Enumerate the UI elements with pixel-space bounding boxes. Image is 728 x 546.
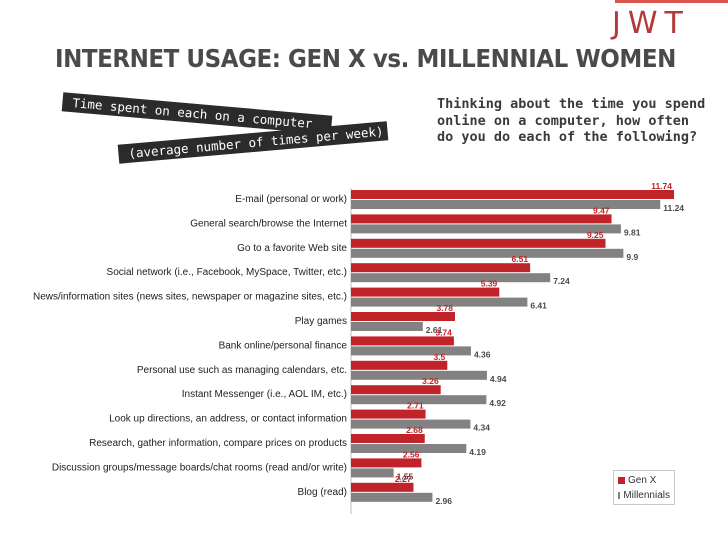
survey-question: Thinking about the time you spend online… [437,96,706,145]
data-label-genx-10: 2.68 [406,425,423,435]
data-label-genx-2: 9.25 [587,230,604,240]
data-label-millennials-7: 4.94 [490,374,507,384]
brand-accent-bar [615,0,728,3]
logo-text: JWT [612,5,690,41]
data-label-millennials-2: 9.9 [626,252,638,262]
data-label-millennials-4: 6.41 [530,301,547,311]
legend-swatch-genx [618,477,625,484]
category-label-10: Research, gather information, compare pr… [89,438,347,449]
data-label-millennials-3: 7.24 [553,276,570,286]
data-label-genx-8: 3.26 [422,376,439,386]
category-label-12: Blog (read) [298,487,347,498]
data-label-genx-3: 6.51 [512,254,529,264]
bar-genx-10 [351,434,425,443]
bar-millennials-2 [351,248,624,258]
bar-genx-12 [351,482,414,492]
category-label-8: Instant Messenger (i.e., AOL IM, etc.) [182,389,347,400]
bar-genx-9 [351,409,426,419]
category-label-2: Go to a favorite Web site [237,243,347,254]
data-label-millennials-8: 4.92 [489,398,506,408]
bar-genx-7 [351,360,448,370]
data-label-millennials-12: 2.96 [435,496,452,506]
data-label-genx-0: 11.74 [651,181,672,191]
category-label-7: Personal use such as managing calendars,… [137,365,347,376]
data-label-genx-4: 5.39 [481,279,498,289]
bar-genx-11 [351,458,422,468]
data-label-millennials-6: 4.36 [474,349,491,359]
category-label-3: Social network (i.e., Facebook, MySpace,… [107,267,347,278]
bar-millennials-10 [351,444,467,453]
bar-millennials-1 [351,224,621,234]
category-label-11: Discussion groups/message boards/chat ro… [52,462,347,473]
data-label-millennials-1: 9.81 [624,227,641,237]
bar-genx-0 [351,190,674,199]
category-label-1: General search/browse the Internet [190,218,347,229]
category-label-9: Look up directions, an address, or conta… [109,414,347,425]
data-label-genx-7: 3.5 [433,352,445,362]
data-label-genx-6: 3.74 [435,327,452,337]
bar-millennials-3 [351,273,551,283]
bar-millennials-8 [351,395,487,405]
legend-item-millennials: Millennials [618,488,670,503]
category-label-4: News/information sites (news sites, news… [33,292,347,303]
bar-millennials-4 [351,297,528,307]
chart-legend: Gen X Millennials [613,470,675,505]
bar-millennials-7 [351,370,487,380]
bar-millennials-5 [351,322,423,331]
bar-genx-6 [351,336,454,346]
jwt-logo: JWT [612,5,712,41]
legend-item-genx: Gen X [618,473,670,488]
bar-genx-3 [351,263,531,273]
data-label-genx-11: 2.56 [403,449,420,459]
bar-genx-5 [351,312,455,321]
data-label-millennials-5: 2.61 [426,325,443,335]
bar-genx-1 [351,214,612,224]
data-label-millennials-0: 11.24 [663,203,684,213]
page-title: INTERNET USAGE: GEN X vs. MILLENNIAL WOM… [55,44,676,73]
bar-millennials-0 [351,200,661,209]
legend-label-genx: Gen X [628,475,657,486]
category-label-6: Bank online/personal finance [219,340,348,351]
bar-millennials-11 [351,468,394,478]
data-label-millennials-9: 4.34 [473,423,490,433]
bar-genx-8 [351,385,441,395]
data-label-genx-5: 3.78 [436,303,453,313]
bar-millennials-9 [351,419,471,429]
bar-genx-4 [351,287,500,297]
data-label-millennials-10: 4.19 [469,447,486,457]
data-label-genx-12: 2.27 [395,474,412,484]
data-label-genx-1: 9.47 [593,205,610,215]
bar-millennials-6 [351,346,471,356]
legend-swatch-millennials [618,492,621,499]
category-label-5: Play games [295,316,347,327]
category-label-0: E-mail (personal or work) [235,194,347,205]
data-label-millennials-11: 1.55 [397,471,414,481]
bar-genx-2 [351,238,606,248]
chart-marks: E-mail (personal or work) 11.74 11.24 Gener… [33,181,684,506]
legend-label-millennials: Millennials [623,490,670,501]
data-label-genx-9: 2.71 [407,401,424,411]
bar-millennials-12 [351,492,433,502]
